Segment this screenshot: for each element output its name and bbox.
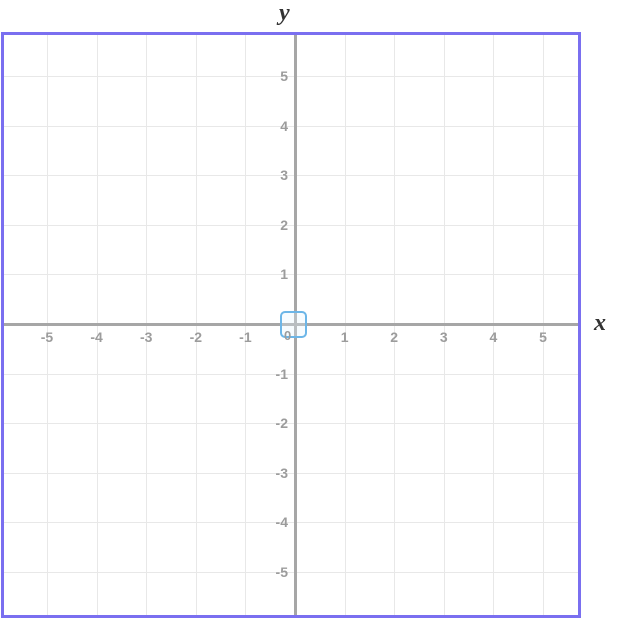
grid-line-h [4,175,578,176]
grid-line-h [4,274,578,275]
y-tick: 3 [268,167,288,183]
x-tick: 4 [483,329,503,345]
x-tick: 1 [335,329,355,345]
y-tick: -3 [264,465,288,481]
x-tick: -5 [37,329,57,345]
grid-line-h [4,473,578,474]
y-tick: 5 [268,68,288,84]
y-axis-label: y [279,0,290,27]
y-tick: 2 [268,217,288,233]
x-axis-label: x [594,310,606,337]
y-tick: -2 [264,415,288,431]
grid-line-h [4,572,578,573]
grid-line-h [4,76,578,77]
chart-frame: 0 -5 -4 -3 -2 -1 1 2 3 4 5 5 4 3 2 1 -1 … [1,32,581,618]
x-tick: -2 [186,329,206,345]
grid-line-h [4,126,578,127]
x-tick: -1 [235,329,255,345]
y-tick: 1 [268,266,288,282]
origin-label: 0 [284,328,291,343]
x-tick: -3 [136,329,156,345]
y-tick: 4 [268,118,288,134]
x-tick: 2 [384,329,404,345]
x-tick: 3 [434,329,454,345]
grid-area: 0 -5 -4 -3 -2 -1 1 2 3 4 5 5 4 3 2 1 -1 … [4,35,578,615]
y-tick: -4 [264,514,288,530]
x-tick: -4 [87,329,107,345]
grid-line-h [4,522,578,523]
y-tick: -5 [264,564,288,580]
grid-line-h [4,423,578,424]
grid-line-h [4,225,578,226]
grid-line-h [4,374,578,375]
x-tick: 5 [533,329,553,345]
y-tick: -1 [264,366,288,382]
chart-container: y x [0,0,618,622]
